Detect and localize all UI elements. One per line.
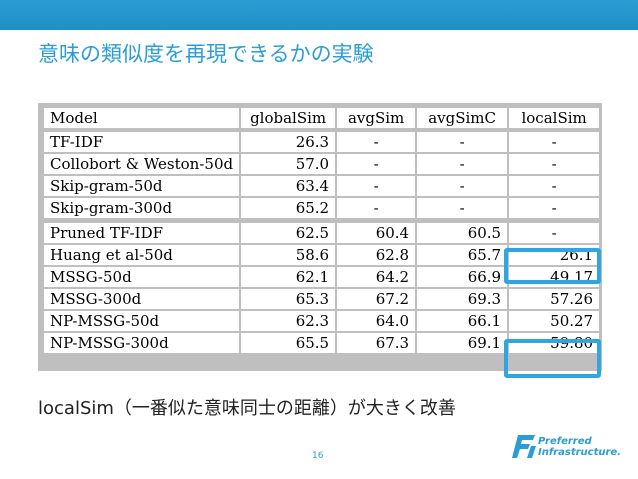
table-row: Skip-gram-50d 63.4 - - -	[41, 174, 602, 198]
cell-avgsim: 64.2	[335, 265, 418, 289]
cell-model: NP-MSSG-300d	[41, 331, 242, 355]
slide-title: 意味の類似度を再現できるかの実験	[38, 42, 374, 66]
cell-localsim: 57.26	[507, 287, 602, 311]
cell-localsim: -	[507, 174, 602, 198]
cell-model: MSSG-300d	[41, 287, 242, 311]
cell-avgsimc: -	[415, 128, 510, 154]
cell-avgsim: -	[335, 152, 418, 176]
cell-model: MSSG-50d	[41, 265, 242, 289]
cell-avgsim: 67.2	[335, 287, 418, 311]
cell-localsim: -	[507, 128, 602, 154]
table-header-row: Model globalSim avgSim avgSimC localSim	[41, 106, 602, 131]
table-row: Pruned TF-IDF 62.5 60.4 60.5 -	[41, 218, 602, 245]
cell-localsim: -	[507, 218, 602, 245]
cell-globalsim: 62.1	[239, 265, 338, 289]
page-number: 16	[312, 451, 324, 461]
cell-localsim: 59.80	[507, 331, 602, 355]
results-table-frame: Model globalSim avgSim avgSimC localSim …	[38, 103, 602, 371]
cell-avgsim: -	[335, 128, 418, 154]
cell-avgsimc: -	[415, 174, 510, 198]
header-avgsim: avgSim	[335, 106, 418, 131]
cell-avgsim: 67.3	[335, 331, 418, 355]
cell-avgsim: -	[335, 196, 418, 222]
cell-globalsim: 63.4	[239, 174, 338, 198]
table-row: NP-MSSG-300d 65.5 67.3 69.1 59.80	[41, 331, 602, 355]
table-row: Huang et al-50d 58.6 62.8 65.7 26.1	[41, 243, 602, 267]
cell-avgsim: 60.4	[335, 218, 418, 245]
cell-avgsimc: -	[415, 152, 510, 176]
cell-model: Skip-gram-50d	[41, 174, 242, 198]
table-row: Collobort & Weston-50d 57.0 - - -	[41, 152, 602, 176]
cell-globalsim: 65.2	[239, 196, 338, 222]
table-row: MSSG-300d 65.3 67.2 69.3 57.26	[41, 287, 602, 311]
cell-avgsim: 64.0	[335, 309, 418, 333]
cell-avgsimc: 69.1	[415, 331, 510, 355]
cell-globalsim: 57.0	[239, 152, 338, 176]
cell-globalsim: 65.3	[239, 287, 338, 311]
cell-localsim: 50.27	[507, 309, 602, 333]
table-row: NP-MSSG-50d 62.3 64.0 66.1 50.27	[41, 309, 602, 333]
cell-avgsimc: 65.7	[415, 243, 510, 267]
preferred-infrastructure-logo: Preferred Infrastructure.	[512, 433, 628, 463]
table-row: TF-IDF 26.3 - - -	[41, 128, 602, 154]
slide-caption: localSim（一番似た意味同士の距離）が大きく改善	[38, 398, 456, 419]
logo-text: Preferred Infrastructure.	[538, 436, 621, 458]
logo-line-1: Preferred	[538, 436, 592, 447]
highlight-box-npmssg300-localsim	[504, 339, 601, 378]
cell-localsim: -	[507, 196, 602, 222]
cell-avgsimc: 66.9	[415, 265, 510, 289]
cell-model: Collobort & Weston-50d	[41, 152, 242, 176]
cell-avgsimc: 69.3	[415, 287, 510, 311]
logo-mark-icon	[512, 435, 536, 458]
results-table: Model globalSim avgSim avgSimC localSim …	[41, 106, 602, 355]
table-row: Skip-gram-300d 65.2 - - -	[41, 196, 602, 222]
cell-avgsim: 62.8	[335, 243, 418, 267]
cell-avgsimc: 60.5	[415, 218, 510, 245]
cell-model: TF-IDF	[41, 128, 242, 154]
highlight-box-huang-localsim	[504, 248, 601, 284]
header-localsim: localSim	[507, 106, 602, 131]
header-model: Model	[41, 106, 242, 131]
header-avgsimc: avgSimC	[415, 106, 510, 131]
cell-avgsimc: -	[415, 196, 510, 222]
cell-globalsim: 58.6	[239, 243, 338, 267]
slide-header-bar	[0, 0, 638, 30]
cell-model: Skip-gram-300d	[41, 196, 242, 222]
cell-globalsim: 62.5	[239, 218, 338, 245]
header-globalsim: globalSim	[239, 106, 338, 131]
cell-globalsim: 65.5	[239, 331, 338, 355]
cell-model: Pruned TF-IDF	[41, 218, 242, 245]
cell-avgsim: -	[335, 174, 418, 198]
cell-localsim: -	[507, 152, 602, 176]
cell-avgsimc: 66.1	[415, 309, 510, 333]
cell-globalsim: 26.3	[239, 128, 338, 154]
cell-model: NP-MSSG-50d	[41, 309, 242, 333]
cell-globalsim: 62.3	[239, 309, 338, 333]
logo-line-2: Infrastructure.	[538, 447, 621, 458]
cell-model: Huang et al-50d	[41, 243, 242, 267]
